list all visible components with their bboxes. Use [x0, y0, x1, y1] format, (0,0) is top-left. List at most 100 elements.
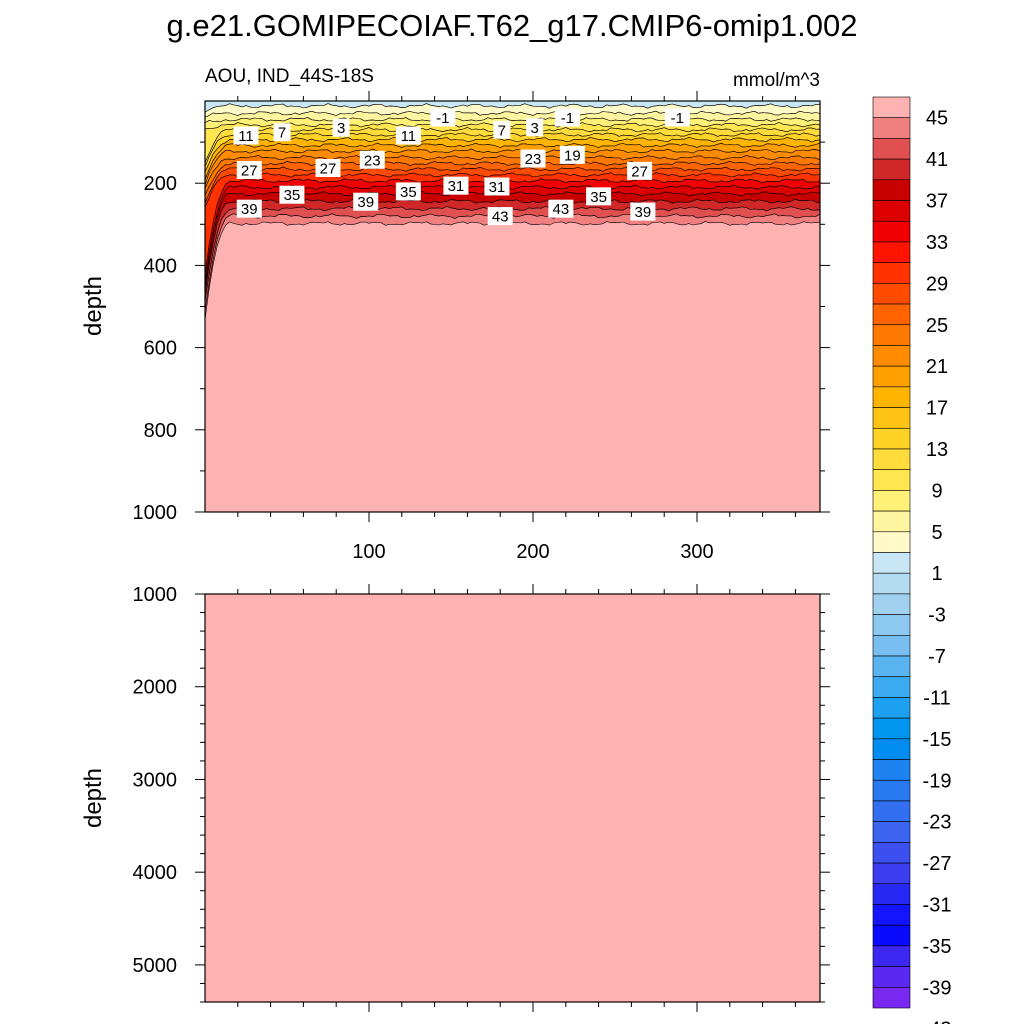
- colorbar-swatch: [872, 220, 911, 243]
- contour-label-box: [586, 187, 612, 206]
- contour-label-box: [395, 182, 421, 201]
- contour-label: -1: [554, 108, 580, 127]
- colorbar-swatch: [872, 138, 911, 160]
- y-tick-label: 800: [144, 420, 177, 442]
- colorbar-label: -23: [923, 812, 952, 834]
- contour-label-text: 27: [631, 163, 648, 180]
- colorbar-swatch: [872, 345, 911, 367]
- colorbar-swatch: [872, 966, 911, 988]
- colorbar-label: 29: [926, 273, 948, 295]
- colorbar-swatch: [872, 427, 911, 450]
- colorbar-label: -7: [928, 646, 946, 668]
- contour-label: 11: [233, 126, 259, 145]
- colorbar-label: 1: [931, 563, 942, 585]
- contour-label-box: [236, 199, 262, 218]
- colorbar-swatch: [872, 800, 911, 822]
- lower-y-axis-label: depth: [80, 768, 107, 828]
- colorbar-swatch: [872, 510, 911, 533]
- colorbar-swatch: [872, 614, 911, 636]
- contour-label: 7: [493, 120, 511, 139]
- y-tick-label: 200: [144, 173, 177, 195]
- contour-label-box: [526, 118, 544, 137]
- contour-label: 27: [627, 161, 653, 180]
- contour-label-text: 7: [498, 122, 506, 139]
- colorbar-swatch: [872, 821, 911, 843]
- colorbar-label: 41: [926, 149, 948, 171]
- y-tick-label: 600: [144, 338, 177, 360]
- contour-label-box: [332, 118, 350, 137]
- contour-label-box: [520, 149, 546, 168]
- upper-plot-area: -1 -1 -1 3 3 7 7 11 11 19 23 23 27 27 27 31 31 35 35 35 39 39…: [205, 101, 820, 512]
- contour-label-box: [664, 108, 690, 127]
- contour-label-box: [487, 207, 513, 226]
- colorbar-label: 37: [926, 191, 948, 213]
- colorbar-label: 13: [926, 439, 948, 461]
- colorbar-swatch: [872, 469, 911, 491]
- contour-label-text: 19: [564, 147, 581, 164]
- contour-label-text: 35: [590, 189, 607, 206]
- contour-label-box: [353, 192, 379, 211]
- colorbar-label: 9: [931, 480, 942, 502]
- colorbar-label: -27: [923, 853, 952, 875]
- colorbar-swatch: [872, 117, 911, 139]
- contour-label: 19: [559, 145, 585, 164]
- contour-label: 31: [443, 176, 469, 195]
- contour-label: 3: [526, 118, 544, 137]
- colorbar-swatch: [872, 365, 911, 388]
- upper-y-axis-label: depth: [80, 276, 107, 336]
- contour-label: 23: [359, 150, 385, 169]
- upper-panel: AOU, IND_44S-18S mmol/m^3 -1 -1 -1 3 3 7 7 11 11…: [80, 66, 830, 563]
- y-tick-label: 400: [144, 255, 177, 277]
- contour-label-text: 23: [525, 151, 542, 168]
- colorbar-swatch: [872, 717, 911, 740]
- contour-label-box: [493, 120, 511, 139]
- contour-label-text: 27: [241, 163, 258, 180]
- colorbar-label: 33: [926, 232, 948, 254]
- contour-label-box: [273, 123, 291, 142]
- contour-label-box: [236, 161, 262, 180]
- colorbar-swatch: [872, 842, 911, 864]
- aou-contour-field: [205, 101, 820, 512]
- contour-label-text: -1: [671, 110, 684, 127]
- contour-label-box: [430, 108, 456, 127]
- contour-label-box: [315, 158, 341, 177]
- x-tick-label: 100: [352, 541, 385, 563]
- colorbar-swatch: [872, 676, 911, 698]
- lower-panel: 1000 2000 3000 4000 5000 depth: [80, 584, 830, 1012]
- contour-label-text: 39: [357, 194, 374, 211]
- colorbar-label: -3: [928, 605, 946, 627]
- x-tick-label: 200: [516, 541, 549, 563]
- colorbar-swatch: [872, 96, 911, 119]
- contour-label: 43: [548, 199, 574, 218]
- contour-label-text: 3: [530, 120, 538, 137]
- contour-label: 43: [487, 207, 513, 226]
- y-tick-label: 1000: [133, 584, 178, 606]
- colorbar-swatch: [872, 241, 911, 263]
- colorbar-swatch: [872, 324, 911, 346]
- contour-band: [205, 213, 820, 320]
- contour-label: 35: [279, 185, 305, 204]
- contour-label-box: [395, 126, 421, 145]
- contour-label-text: 39: [241, 201, 258, 218]
- lower-axes: 1000 2000 3000 4000 5000: [133, 584, 830, 1012]
- colorbar-label: -39: [923, 977, 952, 999]
- contour-label-text: 11: [401, 128, 417, 145]
- colorbar-swatch: [872, 552, 911, 574]
- colorbar-swatch: [872, 303, 911, 326]
- colorbar-swatch: [872, 883, 911, 905]
- contour-label-box: [630, 202, 656, 221]
- colorbar-swatch: [872, 386, 911, 408]
- contour-label-text: 27: [320, 160, 337, 177]
- contour-label-box: [559, 145, 585, 164]
- colorbar-label: -15: [923, 729, 952, 751]
- contour-label-box: [233, 126, 259, 145]
- y-tick-label: 3000: [133, 769, 178, 791]
- contour-label-box: [554, 108, 580, 127]
- y-tick-label: 4000: [133, 862, 178, 884]
- contour-label: 7: [273, 123, 291, 142]
- colorbar-swatch: [872, 572, 911, 595]
- y-tick-label: 2000: [133, 677, 178, 699]
- lower-deep-fill: [205, 594, 820, 1002]
- colorbar-swatch: [872, 490, 911, 512]
